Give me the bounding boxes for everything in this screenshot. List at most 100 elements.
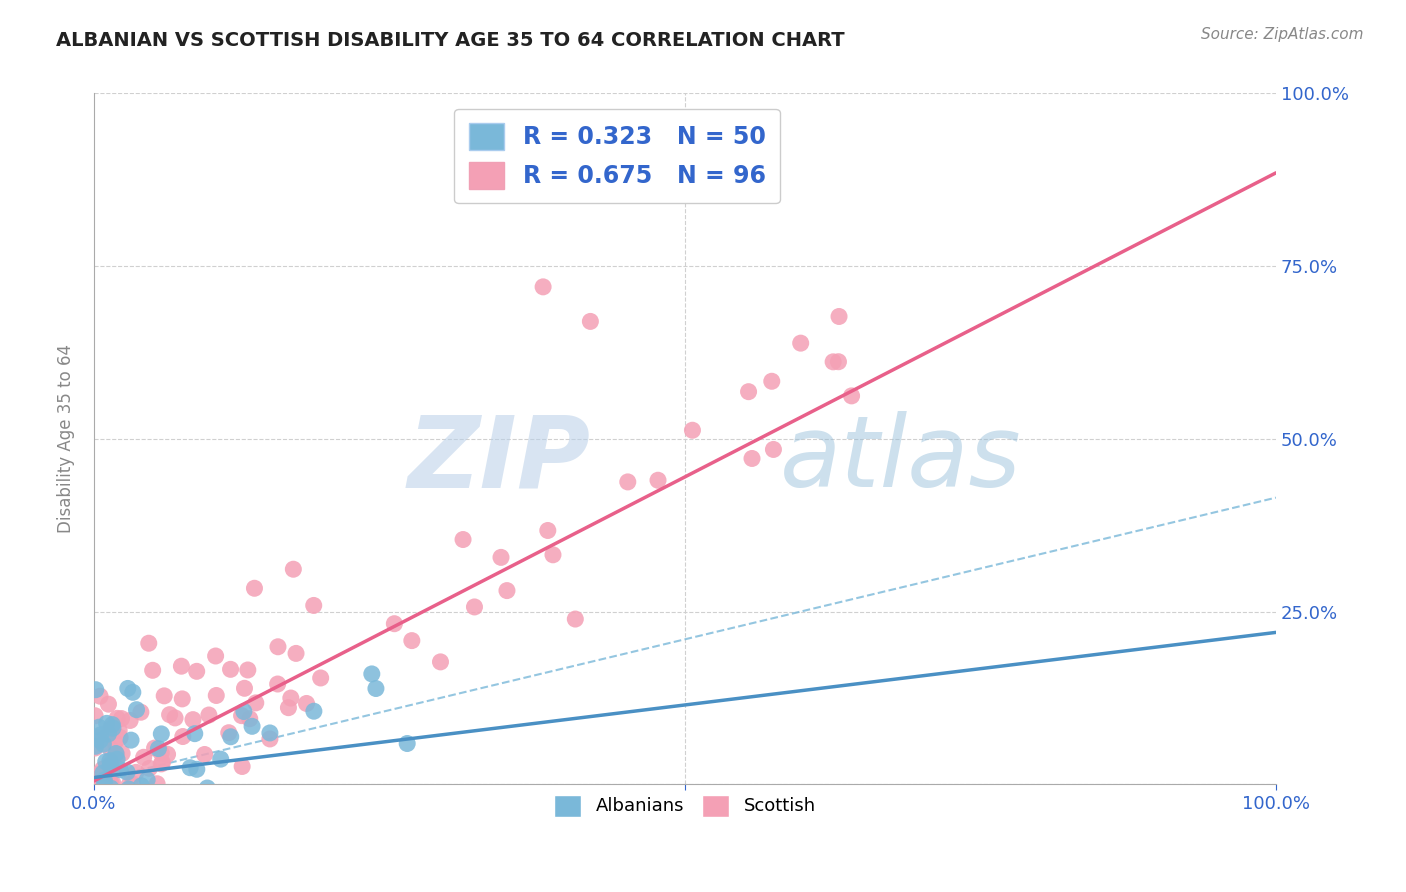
Point [108, 723, 131, 738]
Point [104, 747, 127, 761]
Point [277, 700, 299, 714]
Point [96, 716, 118, 731]
Point [98, 754, 121, 768]
Point [823, 355, 845, 369]
Point [121, 685, 143, 699]
Point [108, 731, 131, 745]
Point [231, 759, 253, 773]
Point [267, 640, 290, 654]
Point [219, 730, 242, 744]
Point [118, 782, 141, 797]
Point [204, 648, 226, 663]
Point [285, 647, 308, 661]
Point [84, 682, 107, 697]
Point [463, 599, 485, 614]
Point [283, 562, 305, 576]
Point [174, 826, 197, 840]
Point [537, 524, 560, 538]
Point [396, 737, 419, 751]
Point [98, 759, 121, 773]
Y-axis label: Disability Age 35 to 64: Disability Age 35 to 64 [58, 344, 75, 533]
Point [186, 665, 208, 679]
Point [245, 696, 267, 710]
Point [120, 714, 142, 728]
Point [142, 663, 165, 677]
Point [496, 583, 519, 598]
Point [205, 689, 228, 703]
Point [302, 704, 325, 718]
Point [100, 721, 122, 735]
Point [382, 616, 405, 631]
Legend: Albanians, Scottish: Albanians, Scottish [547, 788, 823, 824]
Point [179, 761, 201, 775]
Point [104, 736, 127, 750]
Point [429, 655, 451, 669]
Point [148, 741, 170, 756]
Point [104, 786, 127, 800]
Point [150, 727, 173, 741]
Point [741, 451, 763, 466]
Point [84, 708, 107, 723]
Point [647, 473, 669, 487]
Point [186, 762, 208, 776]
Point [531, 280, 554, 294]
Point [153, 689, 176, 703]
Point [87, 731, 110, 745]
Text: ZIP: ZIP [408, 411, 591, 508]
Point [97, 727, 120, 741]
Point [94, 816, 117, 830]
Point [259, 726, 281, 740]
Point [143, 741, 166, 756]
Point [762, 442, 785, 457]
Point [125, 703, 148, 717]
Point [89, 733, 111, 747]
Text: Source: ZipAtlas.com: Source: ZipAtlas.com [1201, 27, 1364, 42]
Point [84, 777, 107, 791]
Point [100, 760, 122, 774]
Point [681, 423, 703, 437]
Point [89, 689, 111, 703]
Point [364, 681, 387, 696]
Point [401, 633, 423, 648]
Point [209, 752, 232, 766]
Point [146, 777, 169, 791]
Point [259, 731, 281, 746]
Point [240, 719, 263, 733]
Point [121, 777, 143, 791]
Point [100, 777, 122, 791]
Point [266, 677, 288, 691]
Point [165, 711, 187, 725]
Point [195, 791, 218, 805]
Point [93, 737, 115, 751]
Point [172, 730, 194, 744]
Point [125, 765, 148, 780]
Point [110, 763, 132, 777]
Point [101, 721, 124, 735]
Point [98, 774, 121, 789]
Point [761, 374, 783, 388]
Point [120, 733, 142, 747]
Point [233, 681, 256, 696]
Point [118, 777, 141, 791]
Point [219, 662, 242, 676]
Point [243, 581, 266, 595]
Point [105, 747, 128, 762]
Point [295, 697, 318, 711]
Point [97, 697, 120, 711]
Point [138, 636, 160, 650]
Point [136, 772, 159, 787]
Point [489, 550, 512, 565]
Point [360, 667, 382, 681]
Point [84, 777, 107, 791]
Text: ALBANIAN VS SCOTTISH DISABILITY AGE 35 TO 64 CORRELATION CHART: ALBANIAN VS SCOTTISH DISABILITY AGE 35 T… [56, 31, 845, 50]
Point [239, 712, 262, 726]
Point [789, 336, 811, 351]
Point [159, 707, 181, 722]
Point [84, 777, 107, 791]
Point [564, 612, 586, 626]
Point [83, 803, 105, 817]
Point [94, 755, 117, 769]
Point [170, 659, 193, 673]
Point [98, 777, 121, 791]
Point [218, 725, 240, 739]
